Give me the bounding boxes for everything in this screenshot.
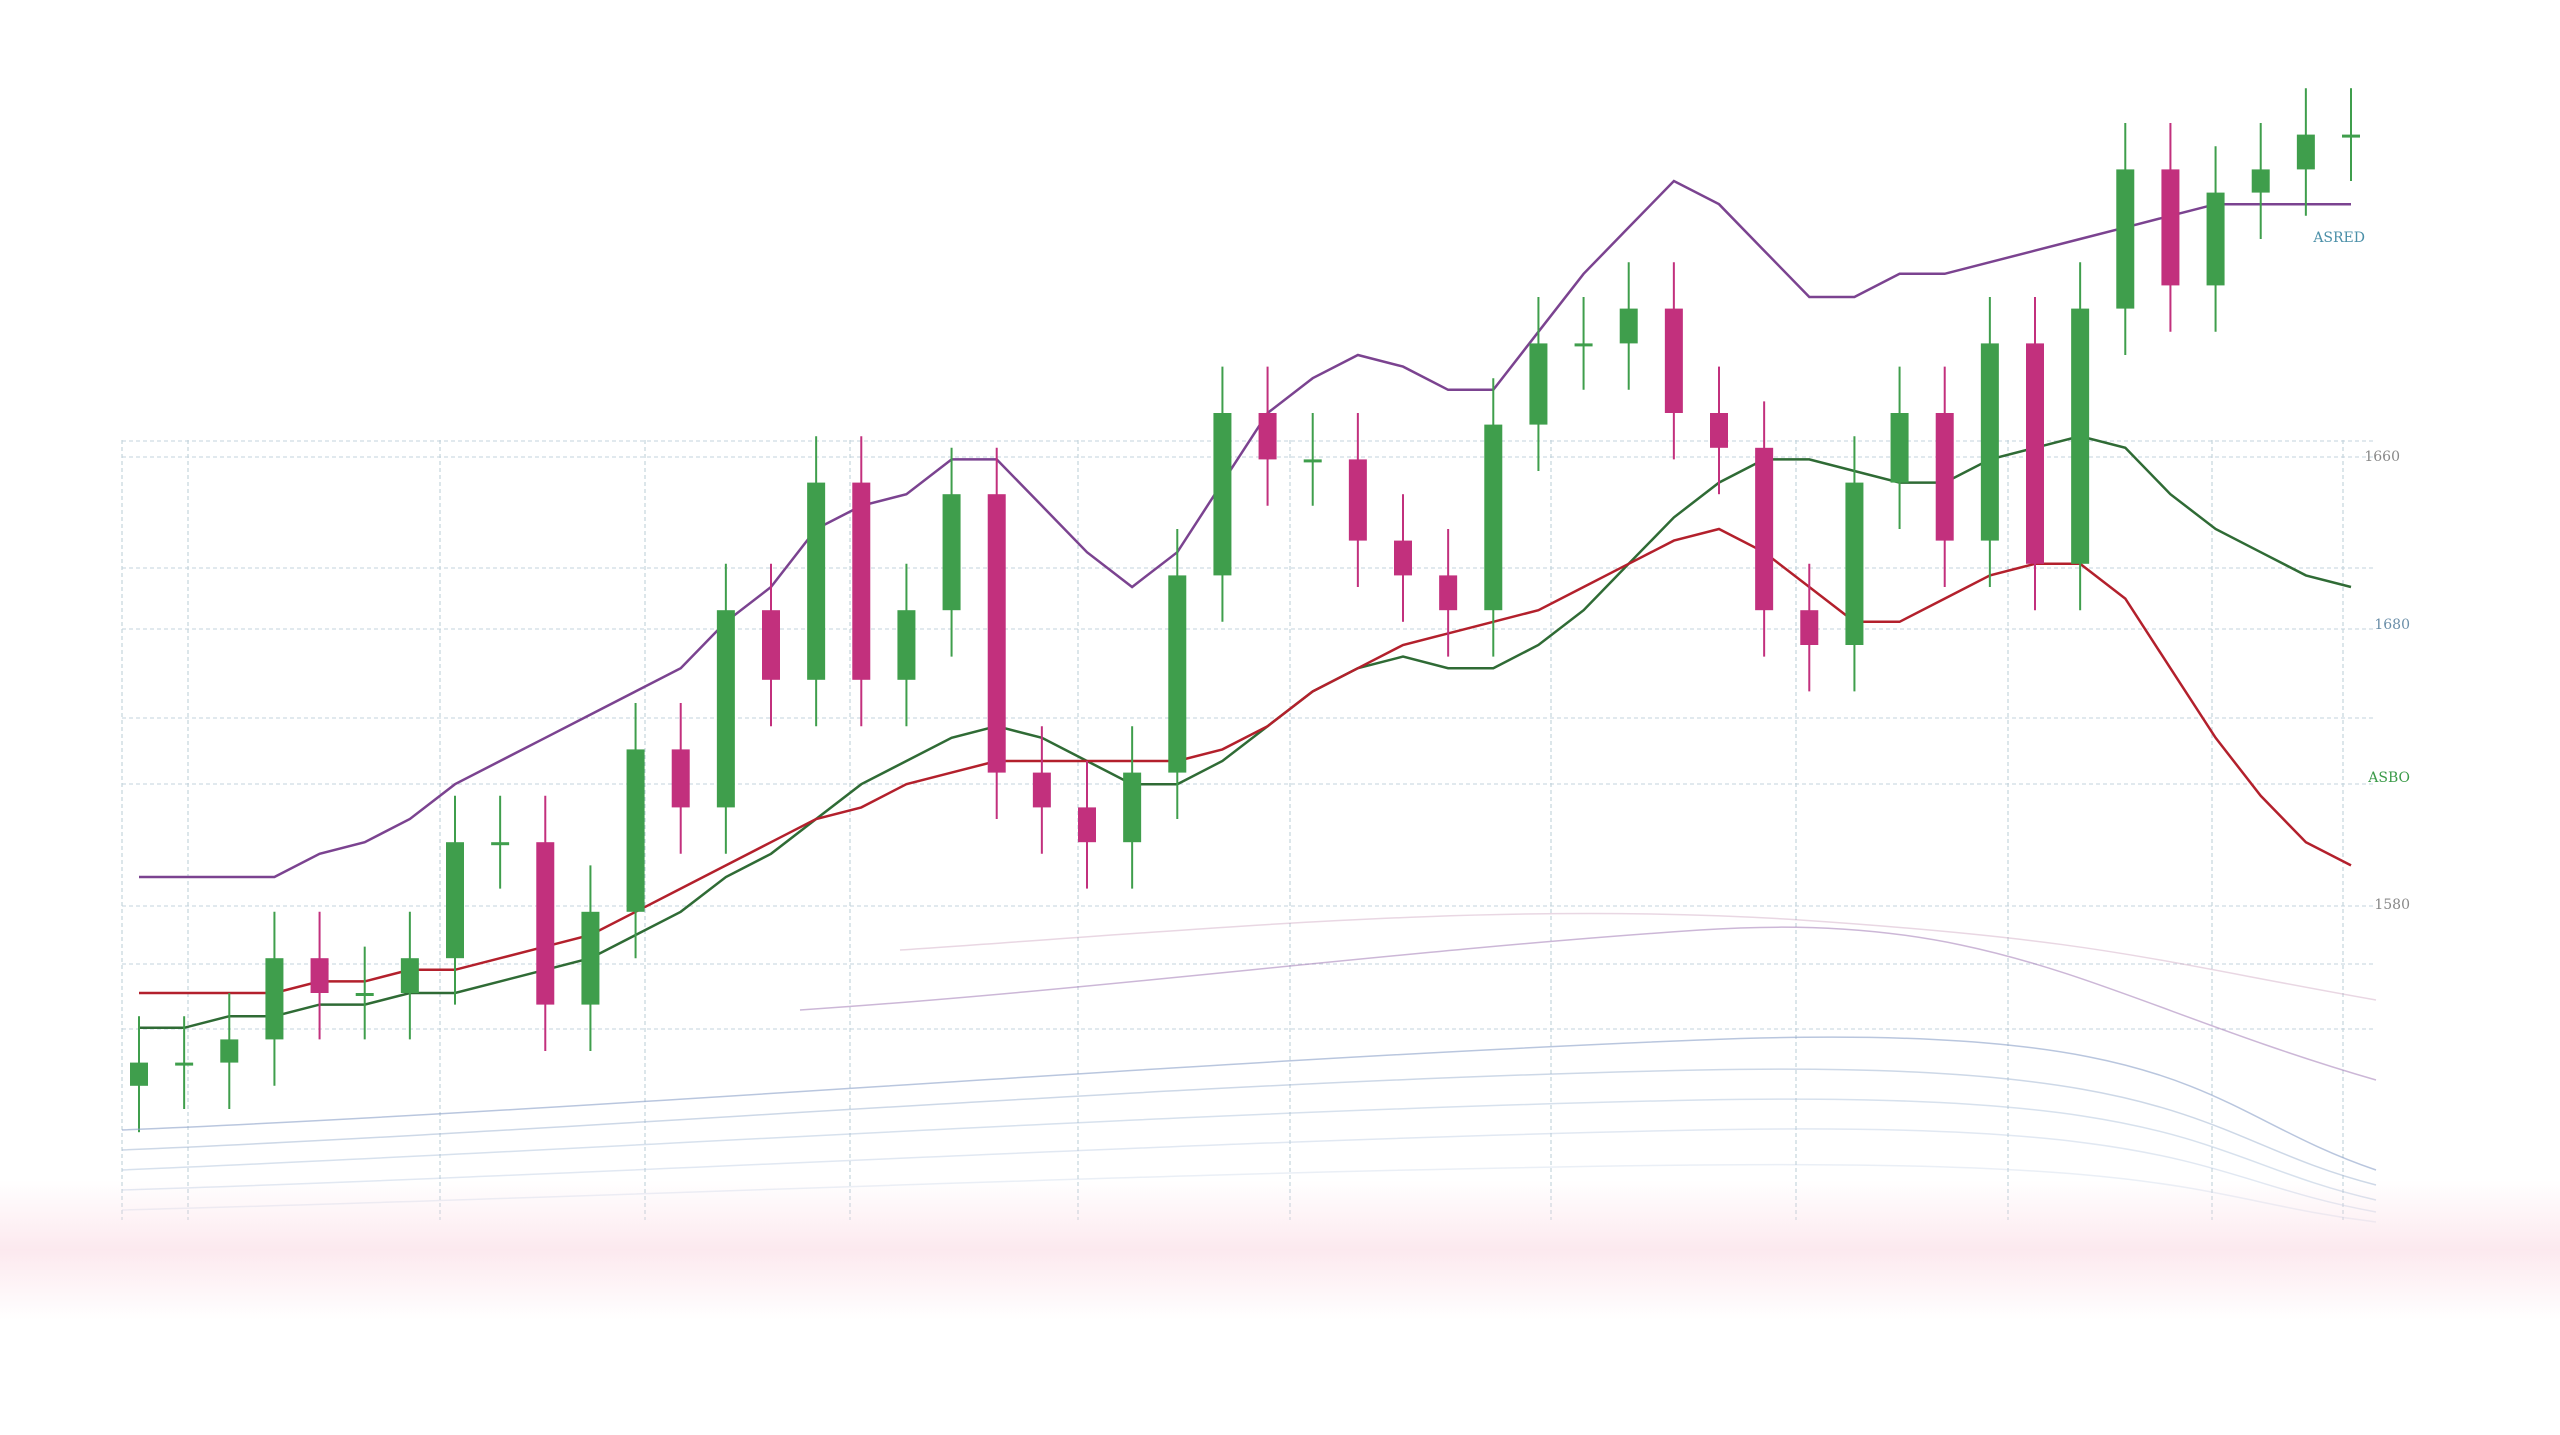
candle-body [1574,343,1593,347]
candle-body [265,958,284,1040]
wave [121,1163,2377,1223]
right-labels: ASRED 1660 1680 ASBO 1580 [2312,230,2410,913]
candle-body [1258,413,1277,460]
wave [121,1098,2377,1201]
candle-body [2342,134,2360,138]
candle-body [2161,169,2180,286]
candle-body [1123,772,1142,843]
wave [121,1068,2377,1186]
candle-body [1213,413,1232,576]
candle-body [355,993,374,996]
candle-body [897,610,916,680]
candle-body [1890,413,1909,483]
candle-body [446,842,464,959]
wave [899,912,2377,1001]
candle-body [1845,482,1864,645]
candle-body [1032,772,1051,808]
candle-body [400,958,419,993]
candle-body [1303,459,1322,463]
candle-body [942,494,961,611]
candle-body [2296,134,2315,170]
right-label: 1680 [2374,617,2410,633]
indicator-line [139,179,2351,879]
wave [799,926,2377,1081]
candle-body [2116,169,2135,309]
candle-body [1394,540,1412,576]
candle-body [1664,308,1683,413]
candle-body [1755,447,1774,611]
candle-body [671,749,690,808]
candle-body [1078,807,1096,843]
candle-body [2071,308,2090,564]
candle-body [175,1062,194,1066]
candle-body [626,749,645,912]
candle-body [1710,413,1728,448]
candle-body [2026,343,2044,564]
candle-body [581,911,600,1005]
candle-body [1529,343,1548,425]
candle-body [220,1039,239,1063]
candle-body [1980,343,1999,541]
wave [121,1036,2377,1171]
candle-body [130,1062,148,1086]
indicator-line [139,527,2352,995]
candle-body [762,610,780,680]
wave [121,1128,2377,1213]
right-label: ASBO [2367,770,2410,786]
candle-body [1348,459,1367,541]
candle-body [2206,192,2225,286]
candle-body [1935,413,1954,541]
candle-body [1484,424,1503,611]
candle-body [1619,308,1638,344]
candle-body [807,482,826,680]
candle-body [987,494,1006,773]
right-label: 1580 [2374,897,2410,913]
candle-body [1168,575,1187,773]
candle-body [491,842,510,846]
candle-body [536,842,555,1005]
right-label: ASRED [2312,230,2365,246]
candle-body [310,958,329,993]
candle-body [852,482,871,680]
right-label: 1660 [2364,449,2400,465]
candle-body [1439,575,1458,611]
candle-body [2251,169,2270,193]
candle-body [716,610,735,808]
decorative-waves [121,912,2377,1223]
candle-body [1800,610,1819,645]
